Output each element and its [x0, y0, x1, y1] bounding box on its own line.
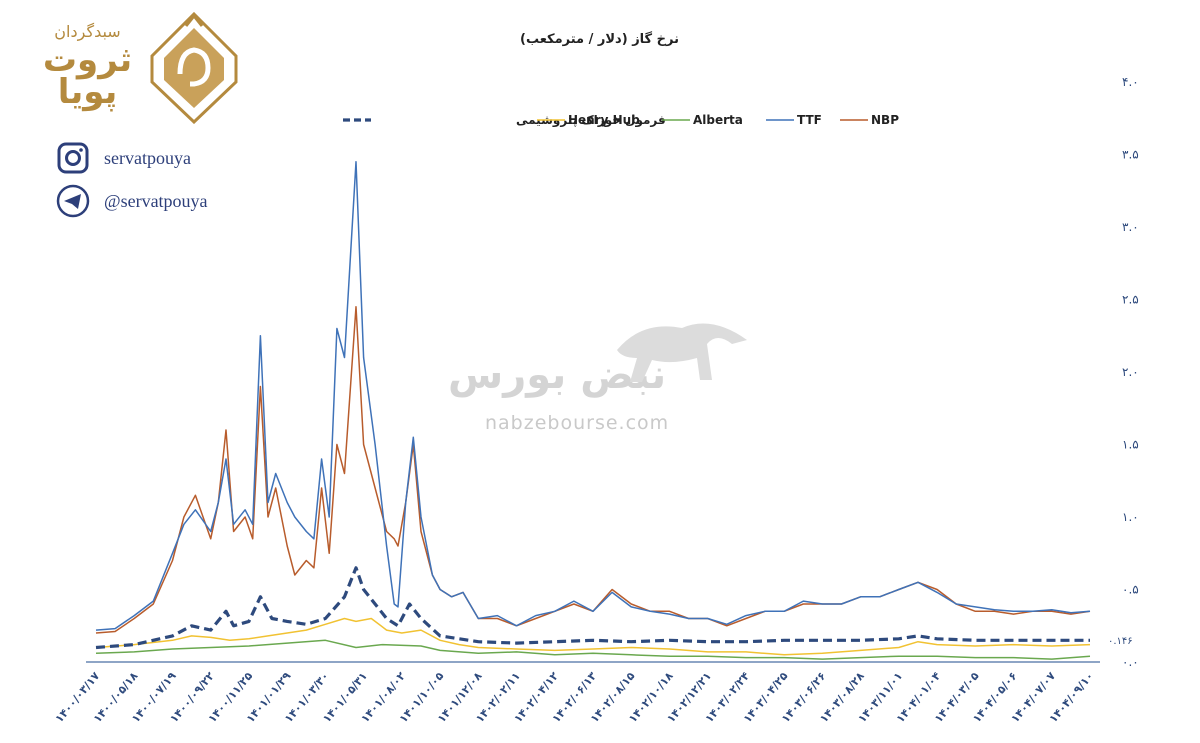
instagram-label: servatpouya [104, 147, 191, 168]
y-tick-label: ۴.۰ [1122, 75, 1139, 89]
y-tick-label: ۳.۵ [1122, 148, 1139, 162]
watermark-site: nabzebourse.com [485, 412, 670, 434]
brand-name-line2: پویا [57, 72, 118, 112]
brand-logo-text: سبدگردان ثروت پویا [30, 22, 145, 112]
bull-watermark-icon [617, 323, 747, 382]
series-line [95, 639, 1091, 660]
y-tick-label: ۳.۰ [1122, 220, 1139, 234]
brand-emblem [150, 12, 238, 124]
telegram-label: @servatpouya [104, 190, 208, 211]
legend-label: TTF [797, 113, 822, 127]
legend-label: Alberta [693, 113, 743, 127]
series-line [95, 306, 1091, 634]
y-tick-label: ۲.۵ [1122, 293, 1139, 307]
brand-name-line1: ثروت [42, 40, 133, 80]
series-line [95, 566, 1090, 650]
y-tick-label: ۲.۰ [1122, 365, 1139, 379]
instagram-icon [57, 142, 89, 174]
series-line [95, 161, 1091, 631]
y-tick-label: ۰.۰ [1122, 655, 1139, 669]
series-line [95, 617, 1091, 656]
brand-tagline: سبدگردان [54, 22, 121, 41]
telegram-handle[interactable]: @servatpouya [56, 184, 208, 218]
legend-label: Henry Hub [568, 113, 640, 127]
reference-label: ۰.۱۴۶ [1108, 636, 1133, 647]
y-tick-label: ۰.۵ [1122, 583, 1139, 597]
y-tick-label: ۱.۵ [1122, 438, 1139, 452]
instagram-handle[interactable]: servatpouya [56, 141, 191, 175]
watermark-logo-text: نبض بورس [448, 352, 667, 398]
telegram-icon [56, 184, 90, 218]
y-tick-label: ۱.۰ [1122, 510, 1139, 524]
legend-label: فرمول خوراک پتروشیمی [516, 113, 666, 128]
chart-title: نرخ گاز (دلار / مترمکعب) [520, 32, 679, 47]
legend-label: NBP [871, 113, 899, 127]
